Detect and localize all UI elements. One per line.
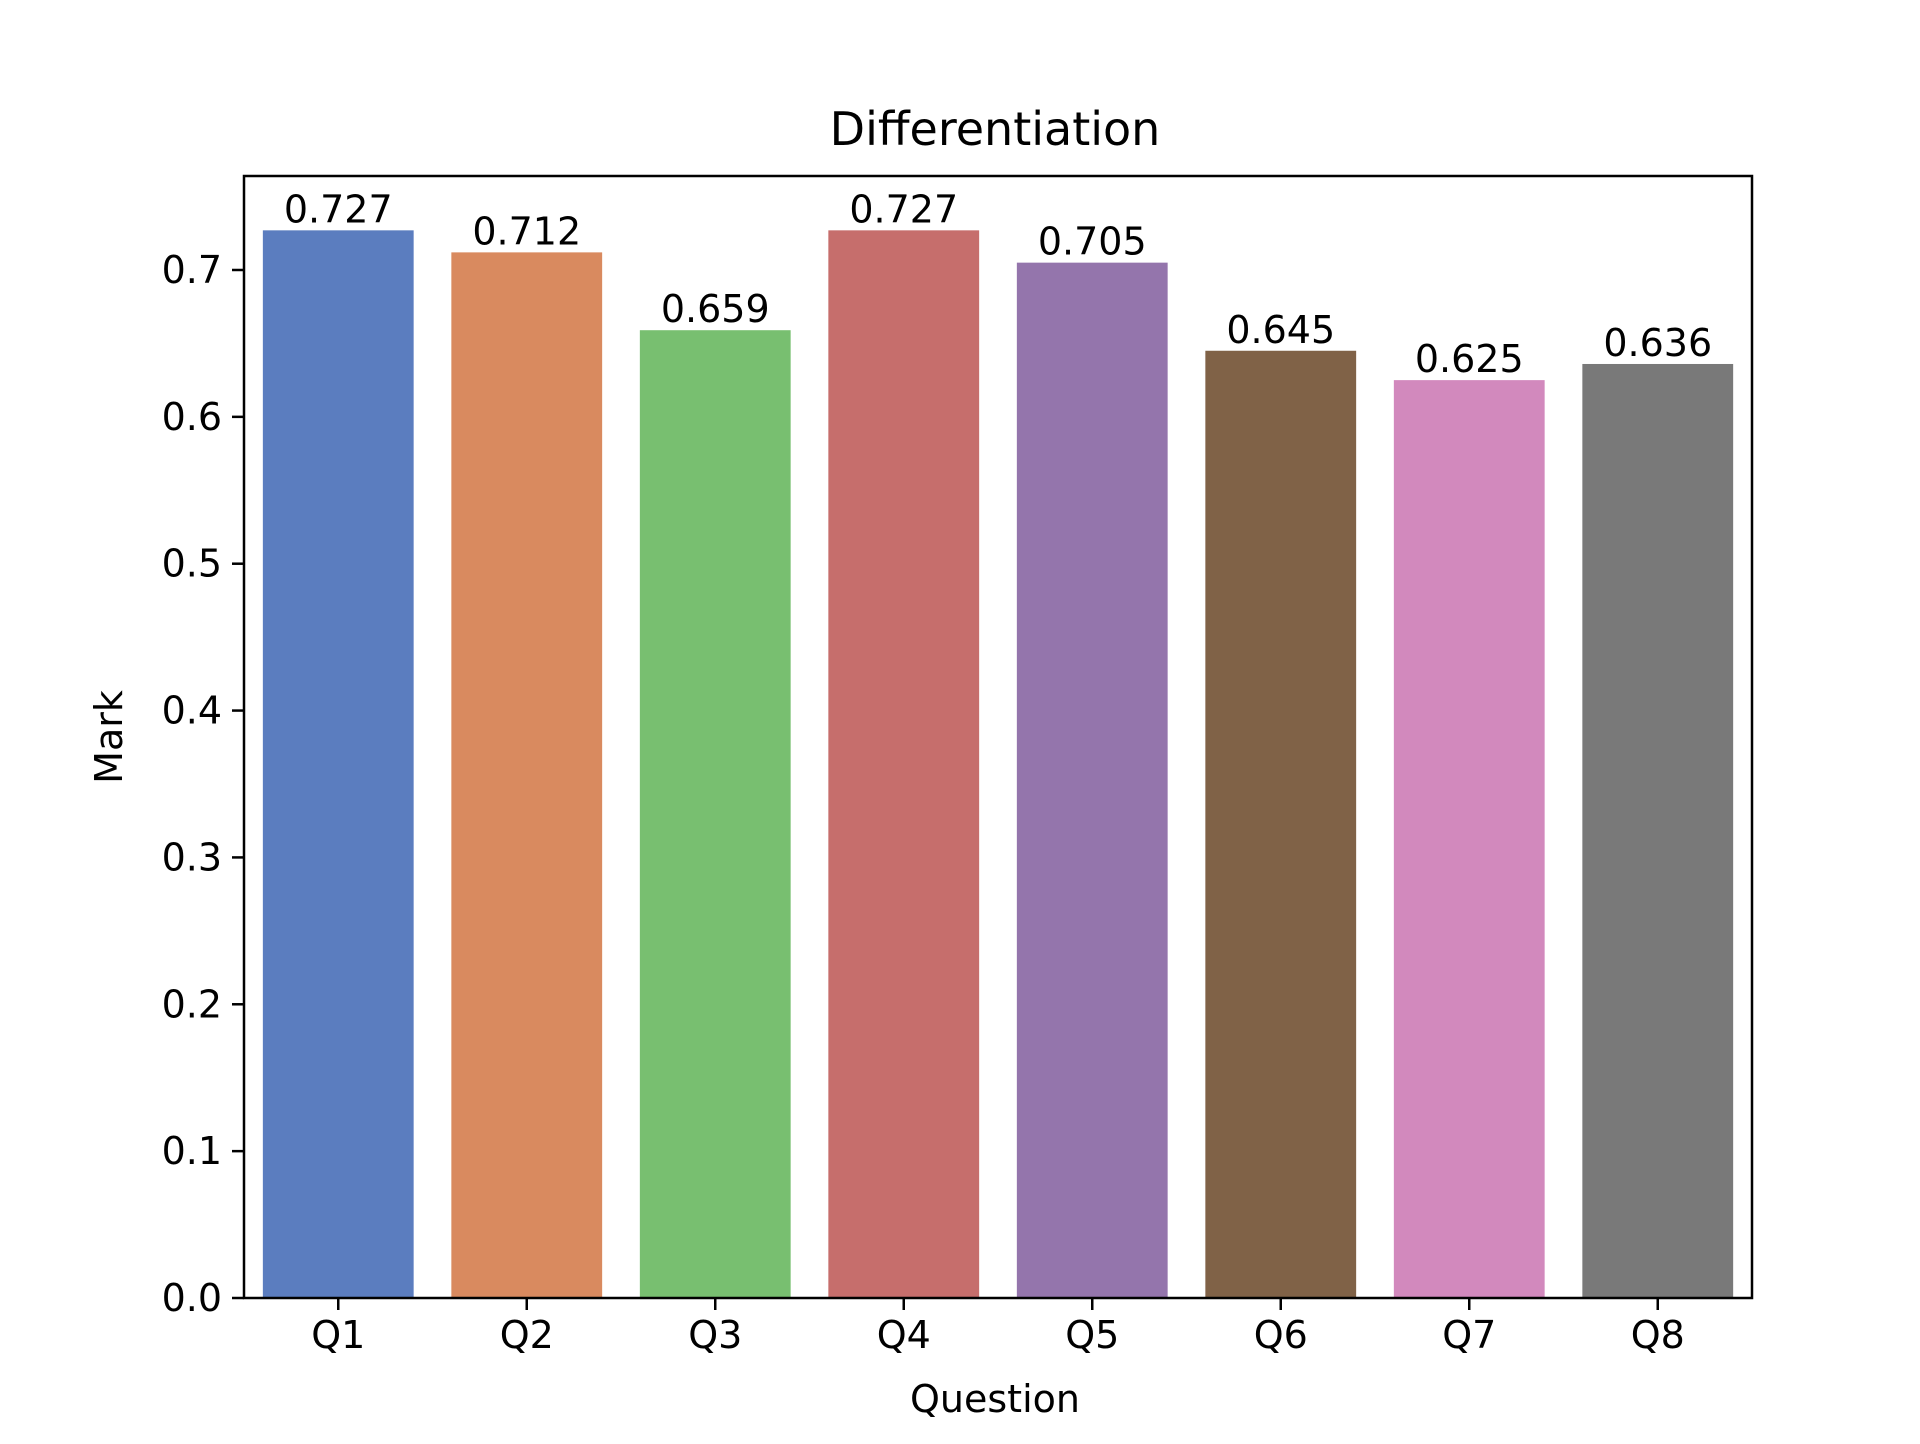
value-label-q7: 0.625 [1415,337,1524,381]
x-tick-label-q7: Q7 [1442,1313,1496,1357]
y-tick-label: 0.5 [162,542,222,586]
value-label-q5: 0.705 [1038,220,1147,264]
y-axis-label: Mark [87,690,131,784]
value-label-q3: 0.659 [661,287,770,331]
value-label-q2: 0.712 [472,209,581,253]
plot-frame [242,174,1754,1300]
x-tick-label-q2: Q2 [500,1313,554,1357]
x-tick-label-q3: Q3 [688,1313,742,1357]
value-label-q1: 0.727 [284,187,393,231]
bars-layer [262,230,1734,1299]
bar-q8 [1582,363,1734,1298]
bar-q3 [639,330,791,1299]
value-label-q6: 0.645 [1226,308,1335,352]
value-labels-layer: 0.727 0.712 0.659 0.727 0.705 0.645 0.625 0.636 [284,187,1712,381]
bar-q6 [1205,350,1357,1298]
x-axis: Q1 Q2 Q3 Q4 Q5 Q6 Q7 Q8 [311,1298,1685,1357]
bar-q5 [1016,262,1168,1298]
value-label-q4: 0.727 [849,187,958,231]
bar-q1 [262,230,414,1299]
bar-q7 [1393,380,1545,1298]
bar-q4 [828,230,980,1299]
y-tick-label: 0.0 [162,1276,222,1320]
y-axis: 0.0 0.1 0.2 0.3 0.4 0.5 0.6 0.7 [162,248,244,1320]
x-tick-label-q6: Q6 [1254,1313,1308,1357]
y-tick-label: 0.1 [162,1129,222,1173]
x-tick-label-q5: Q5 [1065,1313,1119,1357]
x-tick-label-q4: Q4 [877,1313,931,1357]
bar-q2 [451,252,603,1299]
y-tick-label: 0.2 [162,982,222,1026]
y-tick-label: 0.6 [162,395,222,439]
y-tick-label: 0.7 [162,248,222,292]
value-label-q8: 0.636 [1603,321,1712,365]
x-tick-label-q8: Q8 [1631,1313,1685,1357]
x-tick-label-q1: Q1 [311,1313,365,1357]
chart-title: Differentiation [830,102,1161,156]
x-axis-label: Question [910,1377,1080,1421]
y-tick-label: 0.4 [162,689,222,733]
y-tick-label: 0.3 [162,835,222,879]
